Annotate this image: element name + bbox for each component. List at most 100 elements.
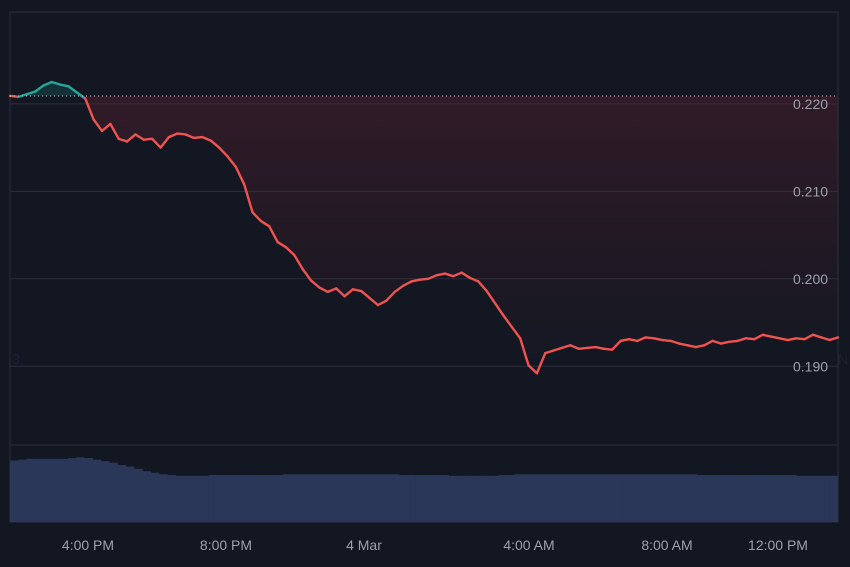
volume-bar xyxy=(43,458,52,522)
volume-bar xyxy=(457,475,466,522)
price-segment xyxy=(150,137,162,149)
price-segment xyxy=(259,219,271,228)
price-segment xyxy=(159,135,171,149)
price-segment xyxy=(477,280,488,293)
price-segment xyxy=(100,122,112,133)
volume-bar xyxy=(647,474,656,522)
volume-bar xyxy=(713,475,723,522)
price-segment xyxy=(117,137,129,143)
volume-bar xyxy=(424,475,433,522)
price-segment xyxy=(794,337,806,341)
volume-bar xyxy=(349,474,358,522)
price-segment xyxy=(753,333,764,341)
price-segment xyxy=(284,246,296,257)
y-tick-label: 0.220 xyxy=(793,96,828,112)
volume-bar xyxy=(308,474,317,522)
price-segment xyxy=(426,274,438,280)
price-segment xyxy=(242,183,254,214)
price-segment xyxy=(134,133,146,141)
volume-bar xyxy=(109,462,118,522)
volume-bar xyxy=(84,458,93,522)
volume-bar xyxy=(51,458,60,522)
price-segment xyxy=(610,339,622,351)
volume-bar xyxy=(606,474,615,522)
volume-bar xyxy=(556,474,565,522)
price-segment xyxy=(410,278,422,283)
volume-bar xyxy=(415,475,425,522)
y-tick-label: 0.190 xyxy=(793,358,828,374)
volume-bar xyxy=(655,474,665,522)
price-segment xyxy=(67,85,79,94)
volume-bar xyxy=(763,475,772,522)
volume-bar xyxy=(631,474,640,522)
price-segment xyxy=(435,272,447,277)
x-tick-label: 12:00 PM xyxy=(748,537,808,553)
x-tick-label: 4 Mar xyxy=(346,537,382,553)
price-segment xyxy=(301,267,313,282)
volume-bars xyxy=(10,457,839,522)
price-segment xyxy=(761,333,773,338)
price-segment xyxy=(636,336,647,343)
price-segment xyxy=(217,146,229,158)
price-segment xyxy=(268,225,279,244)
volume-bar xyxy=(183,475,193,522)
price-segment xyxy=(251,211,263,223)
price-segment xyxy=(418,277,430,281)
price-segment xyxy=(493,302,505,317)
volume-bar xyxy=(672,474,681,522)
price-segment xyxy=(385,290,396,302)
price-segment xyxy=(803,333,815,341)
price-segment xyxy=(811,333,823,339)
volume-bar xyxy=(515,474,524,522)
price-segment xyxy=(702,339,714,347)
volume-bar xyxy=(101,461,110,522)
price-segment xyxy=(192,135,204,140)
x-tick-label: 8:00 PM xyxy=(200,537,252,553)
x-tick-label: 8:00 AM xyxy=(641,537,692,553)
volume-bar xyxy=(829,475,839,522)
volume-bar xyxy=(523,474,532,522)
price-area xyxy=(10,81,838,374)
price-segment xyxy=(326,287,338,294)
volume-bar xyxy=(59,458,69,522)
price-segment xyxy=(75,91,87,100)
price-segment xyxy=(736,337,748,343)
price-segment xyxy=(778,337,790,342)
volume-bar xyxy=(283,474,292,522)
volume-bar xyxy=(200,475,209,522)
volume-bar xyxy=(208,475,218,522)
price-segment xyxy=(376,299,388,307)
price-segment xyxy=(42,80,54,87)
price-segment xyxy=(393,284,405,294)
volume-bar xyxy=(266,475,276,522)
volume-bar xyxy=(142,471,151,522)
volume-bar xyxy=(788,475,797,522)
price-segment xyxy=(452,271,463,278)
price-segment xyxy=(560,344,572,350)
price-segment xyxy=(468,276,480,283)
volume-bar xyxy=(589,474,599,522)
price-segment xyxy=(627,337,639,343)
price-segment xyxy=(318,286,330,294)
price-segment xyxy=(535,351,547,375)
price-segment xyxy=(569,344,580,350)
price-segment xyxy=(460,271,472,280)
price-segment xyxy=(686,344,698,349)
volume-bar xyxy=(241,475,251,522)
volume-bar xyxy=(217,475,226,522)
volume-bar xyxy=(813,475,822,522)
price-segment xyxy=(652,337,664,342)
volume-bar xyxy=(730,475,739,522)
volume-bar xyxy=(125,466,135,522)
price-segment xyxy=(234,165,246,186)
volume-bar xyxy=(26,458,35,522)
price-segment xyxy=(619,337,631,343)
x-tick-label: 4:00 PM xyxy=(62,537,114,553)
price-segment xyxy=(293,253,304,271)
price-segment xyxy=(125,133,137,143)
x-tick-label: 4:00 AM xyxy=(503,537,554,553)
volume-bar xyxy=(299,474,309,522)
price-segment xyxy=(828,336,840,342)
price-segment xyxy=(368,296,380,307)
